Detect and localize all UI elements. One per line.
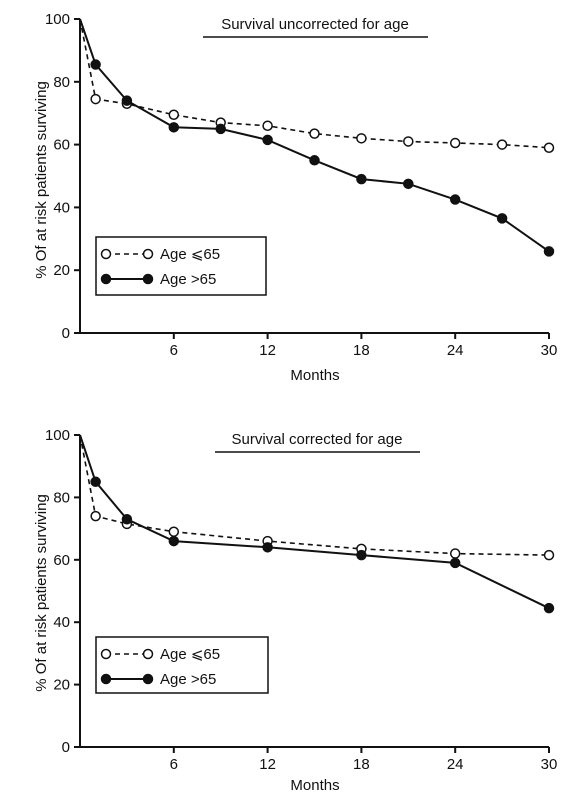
chart-uncorrected: Survival uncorrected for age % Of at ris…	[33, 11, 557, 384]
x-tick-label: 24	[447, 756, 464, 773]
series-layer	[79, 18, 555, 257]
y-tick-label: 80	[53, 74, 70, 91]
data-point	[215, 123, 226, 135]
data-point	[449, 548, 461, 559]
data-point	[168, 122, 180, 133]
data-point	[543, 602, 555, 614]
data-point	[90, 510, 101, 522]
legend: Age ⩽65 Age >65	[95, 236, 267, 296]
data-point	[543, 549, 555, 561]
y-axis-label: % Of at risk patients surviving	[33, 494, 50, 692]
legend-box	[95, 636, 269, 694]
x-tick-label: 6	[170, 756, 178, 773]
data-point	[262, 120, 273, 132]
data-point	[449, 194, 461, 205]
y-tick-label: 0	[62, 739, 70, 756]
data-point	[168, 535, 180, 547]
y-tick-label: 80	[53, 489, 70, 506]
y-tick-label: 100	[45, 11, 70, 28]
y-tick-label: 40	[53, 199, 70, 216]
data-point	[121, 513, 133, 525]
y-tick-label: 100	[45, 427, 70, 444]
legend-box	[95, 236, 267, 296]
series-line-age-le-65	[79, 18, 550, 149]
tick-layer: 0 20 40 60 80 100 6 12 18 24 30	[45, 427, 557, 773]
x-tick-label: 18	[353, 342, 370, 359]
legend-marker	[100, 248, 112, 260]
series-layer	[79, 434, 555, 614]
legend-marker	[100, 648, 112, 660]
data-point	[121, 95, 133, 106]
data-point	[356, 549, 367, 561]
x-tick-label: 12	[259, 342, 276, 359]
y-axis-label: % Of at risk patients surviving	[33, 81, 50, 279]
data-point	[543, 246, 555, 257]
y-tick-label: 20	[53, 677, 70, 694]
x-tick-label: 6	[170, 342, 178, 359]
data-point	[356, 173, 367, 185]
legend-label: Age >65	[160, 671, 216, 688]
y-tick-label: 60	[53, 137, 70, 154]
x-tick-label: 30	[541, 756, 558, 773]
data-point	[168, 526, 180, 537]
chart-title: Survival corrected for age	[232, 431, 403, 448]
data-point	[403, 178, 414, 190]
series-line-age-gt-65	[79, 434, 550, 610]
legend-label: Age ⩽65	[160, 646, 220, 663]
data-point	[403, 136, 414, 147]
series-line-age-le-65	[79, 434, 550, 556]
x-axis-label: Months	[290, 367, 339, 384]
legend-marker	[100, 273, 112, 285]
y-tick-label: 40	[53, 614, 70, 631]
data-point	[496, 213, 508, 224]
data-point	[90, 476, 101, 488]
legend-marker	[142, 248, 154, 260]
legend-marker	[142, 673, 154, 685]
data-point	[543, 142, 555, 153]
x-tick-label: 18	[353, 756, 370, 773]
y-tick-label: 0	[62, 325, 70, 342]
x-tick-label: 30	[541, 342, 558, 359]
data-point	[496, 139, 508, 150]
x-axis-label: Months	[290, 777, 339, 794]
data-point	[90, 93, 101, 105]
data-point	[168, 109, 180, 121]
data-point	[309, 155, 320, 166]
legend-label: Age >65	[160, 271, 216, 288]
y-tick-label: 20	[53, 262, 70, 279]
chart-title: Survival uncorrected for age	[221, 16, 409, 33]
x-tick-label: 12	[259, 756, 276, 773]
data-point	[449, 557, 461, 569]
data-point	[90, 59, 101, 70]
x-tick-label: 24	[447, 342, 464, 359]
data-point	[262, 134, 273, 146]
y-tick-label: 60	[53, 552, 70, 569]
legend: Age ⩽65 Age >65	[95, 636, 269, 694]
legend-marker	[142, 648, 154, 660]
legend-marker	[142, 273, 154, 285]
chart-corrected: Survival corrected for age % Of at risk …	[33, 427, 557, 794]
data-point	[309, 128, 320, 139]
legend-marker	[100, 673, 112, 685]
legend-label: Age ⩽65	[160, 246, 220, 263]
tick-layer: 0 20 40 60 80 100 6 12 18 24 30	[45, 11, 557, 359]
data-point	[262, 542, 273, 553]
data-point	[356, 133, 367, 144]
data-point	[449, 137, 461, 149]
series-line-age-gt-65	[79, 18, 550, 253]
